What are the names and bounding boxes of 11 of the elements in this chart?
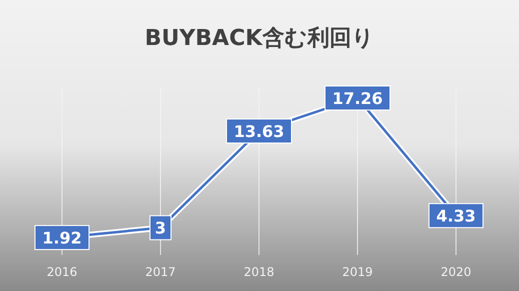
data-label: 17.26: [332, 89, 383, 108]
data-label: 1.92: [42, 228, 82, 248]
data-label: 3: [154, 218, 166, 238]
data-label: 4.33: [436, 206, 476, 226]
data-label: 13.63: [234, 122, 284, 142]
x-tick-label: 2020: [440, 265, 472, 279]
chart-title: BUYBACK含む利回り: [144, 26, 374, 51]
x-tick-label: 2016: [46, 265, 78, 279]
x-tick-label: 2017: [145, 265, 176, 279]
x-tick-label: 2019: [342, 265, 373, 279]
x-tick-label: 2018: [244, 265, 274, 279]
